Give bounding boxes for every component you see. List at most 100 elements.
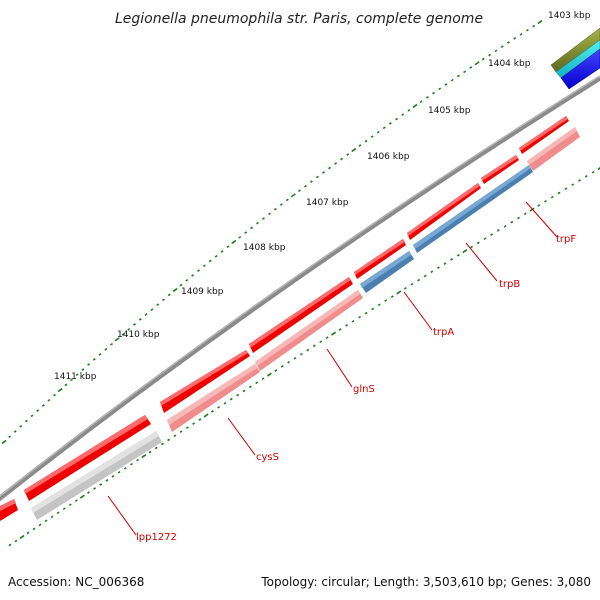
map-title: Legionella pneumophila str. Paris, compl… [115,11,483,27]
inner-ruler-tick [312,344,316,348]
inner-ruler-tick [136,458,140,462]
outer-ruler-tick [322,171,325,174]
inner-ruler-tick [390,295,394,298]
inner-ruler-tick [19,534,25,540]
inner-ruler-tick [443,262,447,265]
inner-ruler-tick [456,253,460,257]
inner-ruler-tick [476,241,480,245]
inner-ruler-tick [93,487,97,490]
scale-label-1404: 1404 kbp [488,59,531,69]
inner-ruler-tick [503,224,507,228]
inner-ruler-tick [319,340,323,344]
inner-ruler-tick [417,278,421,282]
outer-ruler-tick [456,74,460,78]
inner-ruler-tick [544,199,547,203]
inner-ruler-tick [423,274,427,278]
outer-ruler-tick [401,113,405,117]
outer-ruler-tick [279,203,283,206]
outer-ruler-tick [297,189,301,193]
outer-ruler-tick [36,409,40,412]
inner-ruler-tick [160,442,164,446]
outer-ruler-tick [127,328,131,331]
upper-features [550,27,600,90]
outer-ruler-tick [81,368,85,371]
outer-ruler-tick [13,430,17,433]
gene-forward-8 [0,499,18,521]
outer-ruler-tick [87,363,91,366]
outer-ruler-tick [395,117,399,121]
genome-backbone-highlight [0,75,600,497]
inner-ruler-tick [537,204,541,207]
inner-ruler-tick [331,331,337,336]
inner-ruler-tick [210,410,214,413]
inner-ruler-tick [584,174,588,178]
scale-label-1411: 1411 kbp [54,372,97,382]
inner-ruler-tick [557,191,561,195]
outer-ruler-tick [256,221,259,225]
inner-ruler-tick [105,479,109,482]
leader-cysS [227,417,256,456]
outer-ruler-tick [30,414,34,418]
outer-ruler-tick [197,269,200,272]
scale-label-1409: 1409 kbp [181,287,224,297]
inner-ruler-tick [287,360,291,364]
scale-label-1406: 1406 kbp [367,152,410,162]
gene-label-trpF: trpF [556,234,576,245]
inner-ruler-tick [293,356,297,360]
gene-glnS [255,290,363,371]
inner-ruler-tick [167,438,171,442]
outer-ruler-tick [425,96,429,99]
outer-ruler-tick [309,180,313,183]
outer-ruler-tick [494,49,498,53]
outer-ruler-tick [488,53,492,57]
gene-label-glnS: glnS [353,384,375,395]
outer-ruler-tick [121,332,125,336]
inner-ruler-tick [371,307,375,311]
outer-ruler-tick [19,424,23,428]
outer-ruler-tick [41,404,45,407]
inner-ruler-tick [325,336,329,340]
leader-glnS [326,348,353,388]
inner-ruler-tick [217,405,221,409]
inner-ruler-tick [274,369,278,372]
outer-ruler-tick [179,283,183,287]
inner-ruler-tick [529,207,535,212]
inner-ruler-tick [44,519,48,523]
outer-ruler-tick [110,342,113,346]
inner-ruler-tick [74,499,78,503]
inner-ruler-tick [358,315,362,319]
outer-ruler-tick [328,166,331,170]
inner-ruler-tick [396,290,402,295]
gene-label-trpA: trpA [433,327,454,338]
outer-ruler-tick [450,78,454,82]
outer-ruler-tick [513,37,517,40]
outer-ruler-tick [8,435,12,439]
outer-ruler-tick [1,439,7,445]
inner-ruler-tick [192,422,196,425]
genome-summary-text: Topology: circular; Length: 3,503,610 bp… [260,575,591,589]
inner-ruler-tick [26,531,30,535]
feature-cyan [555,39,600,79]
outer-ruler-tick [214,254,218,258]
inner-ruler-tick [351,319,355,323]
leader-trpA [403,291,433,331]
outer-ruler-tick [419,100,423,104]
outer-ruler-tick [537,19,543,25]
scale-label-1410: 1410 kbp [117,330,160,340]
inner-ruler-tick [364,311,368,315]
inner-ruler-tick [179,430,183,434]
leader-lpp1272 [107,495,137,536]
inner-ruler-tick [564,187,568,191]
inner-ruler-tick [430,270,434,274]
scale-ruler [1,19,600,547]
outer-ruler-tick [114,337,120,342]
outer-ruler-tick [138,318,142,321]
inner-ruler-tick [154,446,158,450]
inner-ruler-tick [130,462,133,466]
outer-ruler-tick [469,66,473,69]
outer-ruler-tick [57,387,63,393]
inner-ruler-tick [299,352,303,356]
outer-ruler-tick [226,245,230,249]
outer-ruler-tick [463,70,467,74]
gene-leaders [107,201,558,536]
